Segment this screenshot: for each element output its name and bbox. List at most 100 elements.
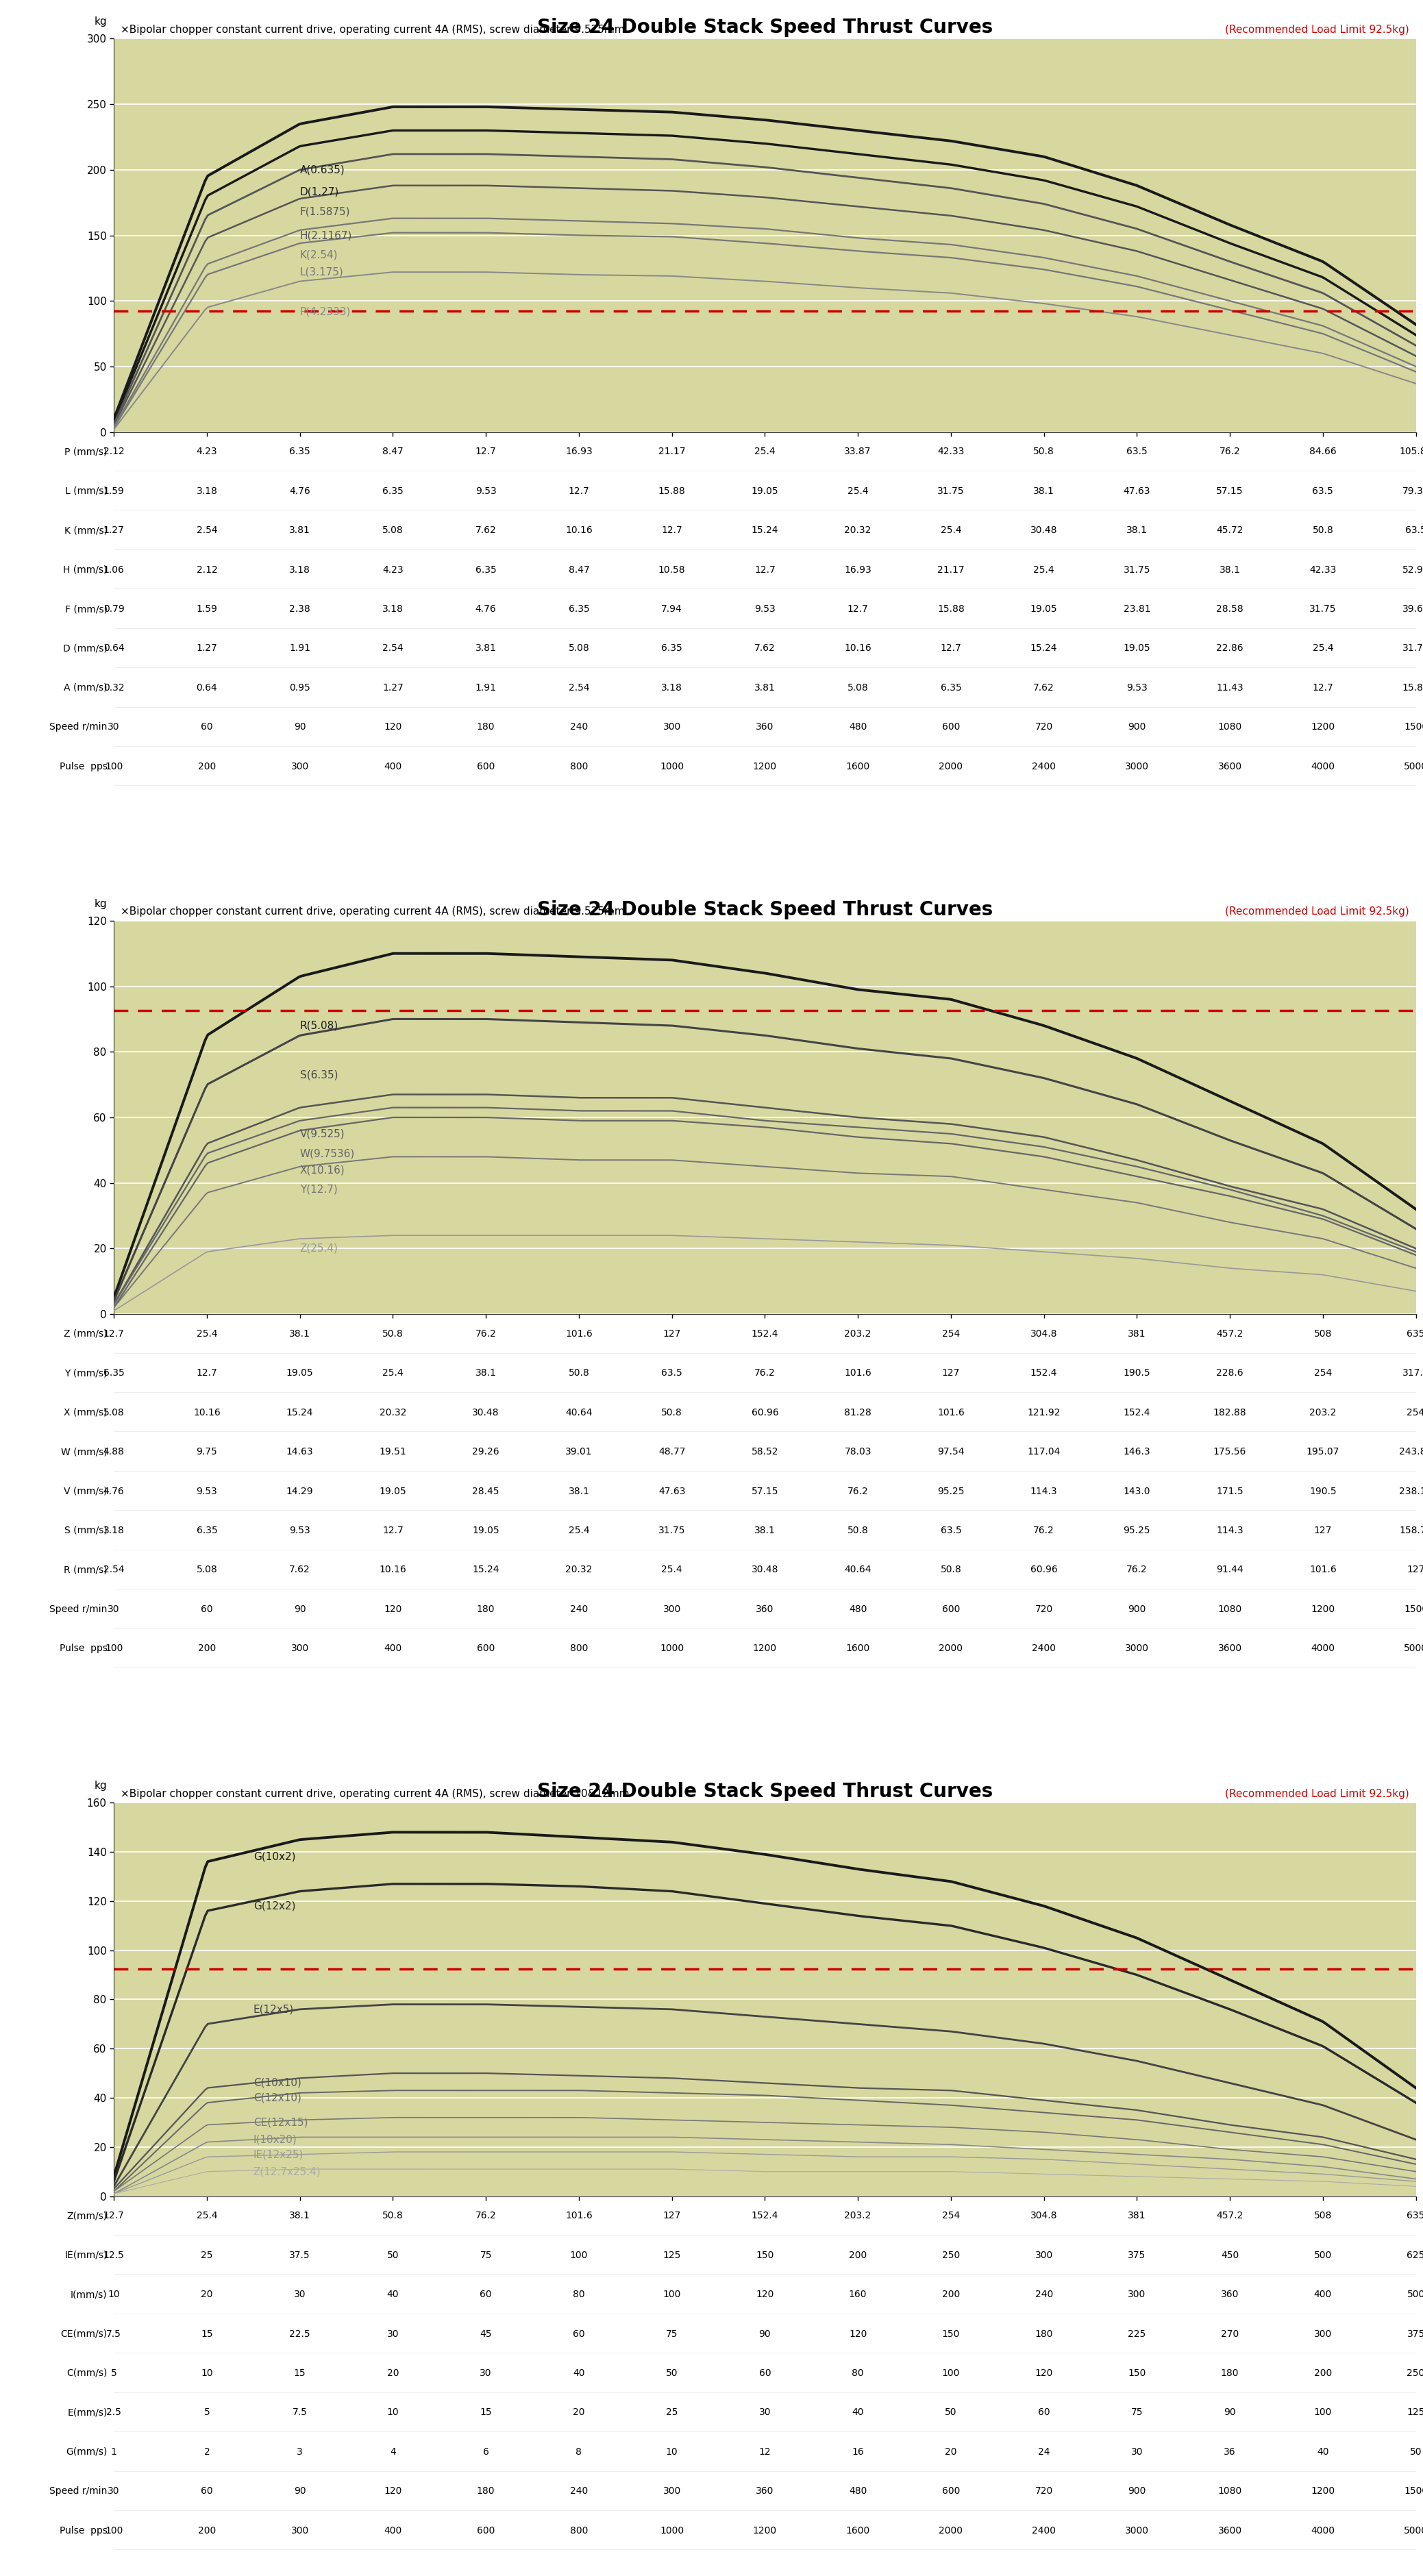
Text: 150: 150 [1128,2367,1146,2378]
Text: 76.2: 76.2 [1127,1566,1147,1574]
Text: 480: 480 [850,721,867,732]
Text: 60.96: 60.96 [1030,1566,1057,1574]
Text: 250: 250 [1407,2367,1423,2378]
Text: 19.05: 19.05 [286,1368,313,1378]
Title: Size 24 Double Stack Speed Thrust Curves: Size 24 Double Stack Speed Thrust Curves [536,1783,993,1801]
Text: 60.96: 60.96 [751,1406,778,1417]
Text: 203.2: 203.2 [844,2210,871,2221]
Text: 6.35: 6.35 [289,448,310,456]
Text: 381: 381 [1128,1329,1146,1340]
Text: 300: 300 [1035,2251,1053,2259]
Text: Speed r/min: Speed r/min [50,1605,107,1615]
Text: 50.8: 50.8 [568,1368,589,1378]
Text: 0.32: 0.32 [104,683,124,693]
Text: 1200: 1200 [753,2527,777,2535]
Text: 75: 75 [666,2329,677,2339]
Text: 58.52: 58.52 [751,1448,778,1455]
Text: 1600: 1600 [845,1643,869,1654]
Text: 10.16: 10.16 [380,1566,407,1574]
Text: 152.4: 152.4 [751,2210,778,2221]
Text: 800: 800 [569,1643,588,1654]
Text: 3.18: 3.18 [662,683,683,693]
Text: X(10.16): X(10.16) [300,1164,344,1175]
Text: 101.6: 101.6 [1309,1566,1336,1574]
Text: 6.35: 6.35 [383,487,403,495]
Text: 635: 635 [1407,2210,1423,2221]
Text: V (mm/s): V (mm/s) [64,1486,107,1497]
Text: 3.18: 3.18 [383,605,404,613]
Text: 200: 200 [198,762,216,770]
Text: 3: 3 [297,2447,303,2458]
Text: 300: 300 [1128,2290,1146,2300]
Text: 143.0: 143.0 [1123,1486,1150,1497]
Text: 120: 120 [756,2290,774,2300]
Text: 9.53: 9.53 [754,605,776,613]
Text: 25.4: 25.4 [941,526,962,536]
Text: 75: 75 [1131,2409,1143,2416]
Text: 6.35: 6.35 [104,1368,124,1378]
Text: 40.64: 40.64 [844,1566,871,1574]
Text: 100: 100 [942,2367,961,2378]
Text: 76.2: 76.2 [475,2210,497,2221]
Text: 11.43: 11.43 [1217,683,1244,693]
Text: 50: 50 [1410,2447,1422,2458]
Text: 25: 25 [666,2409,677,2416]
Text: 20: 20 [387,2367,398,2378]
Text: 6.35: 6.35 [196,1525,218,1535]
Text: 10: 10 [108,2290,120,2300]
Text: 360: 360 [756,1605,774,1615]
Text: 15.24: 15.24 [472,1566,499,1574]
Text: H (mm/s): H (mm/s) [63,564,107,574]
Text: CE(mm/s): CE(mm/s) [61,2329,107,2339]
Text: 29.26: 29.26 [472,1448,499,1455]
Text: ×Bipolar chopper constant current drive, operating current 4A (RMS), screw diame: ×Bipolar chopper constant current drive,… [121,907,625,917]
Text: 15.88: 15.88 [938,605,965,613]
Text: 1200: 1200 [1311,721,1335,732]
Text: 47.63: 47.63 [1123,487,1150,495]
Text: 254: 254 [942,1329,961,1340]
Text: 63.5: 63.5 [1312,487,1333,495]
Text: 5000: 5000 [1405,762,1423,770]
Text: 600: 600 [477,762,495,770]
Text: 63.5: 63.5 [1406,526,1423,536]
Text: 7.5: 7.5 [107,2329,121,2339]
Text: 12: 12 [758,2447,771,2458]
Text: 1200: 1200 [753,1643,777,1654]
Text: 31.75: 31.75 [1309,605,1336,613]
Text: W(9.7536): W(9.7536) [300,1149,354,1159]
Text: 300: 300 [1313,2329,1332,2339]
Text: 2.54: 2.54 [196,526,218,536]
Text: 25.4: 25.4 [1312,644,1333,654]
Text: 15: 15 [201,2329,213,2339]
Text: 90: 90 [293,721,306,732]
Text: 10: 10 [666,2447,677,2458]
Text: 1.06: 1.06 [104,564,124,574]
Text: 5000: 5000 [1405,2527,1423,2535]
Text: 1.27: 1.27 [196,644,218,654]
Text: (Recommended Load Limit 92.5kg): (Recommended Load Limit 92.5kg) [1225,1788,1409,1798]
Text: 31.75: 31.75 [1402,644,1423,654]
Text: 50: 50 [945,2409,956,2416]
Text: 1600: 1600 [845,2527,869,2535]
Text: 0.64: 0.64 [104,644,124,654]
Text: 12.7: 12.7 [475,448,497,456]
Text: 30: 30 [480,2367,492,2378]
Text: 30.48: 30.48 [1030,526,1057,536]
Text: 127: 127 [663,1329,680,1340]
Text: 6.35: 6.35 [475,564,497,574]
Text: 120: 120 [384,1605,401,1615]
Text: 16.93: 16.93 [844,564,871,574]
Text: 182.88: 182.88 [1214,1406,1247,1417]
Text: 76.2: 76.2 [1220,448,1241,456]
Text: 9.75: 9.75 [196,1448,218,1455]
Text: 225: 225 [1128,2329,1146,2339]
Text: 16: 16 [852,2447,864,2458]
Text: 4.76: 4.76 [104,1486,124,1497]
Text: 3600: 3600 [1218,1643,1242,1654]
Text: 127: 127 [663,2210,680,2221]
Text: 80: 80 [852,2367,864,2378]
Text: 304.8: 304.8 [1030,2210,1057,2221]
Text: 95.25: 95.25 [1123,1525,1150,1535]
Text: 254: 254 [1407,1406,1423,1417]
Text: 171.5: 171.5 [1217,1486,1244,1497]
